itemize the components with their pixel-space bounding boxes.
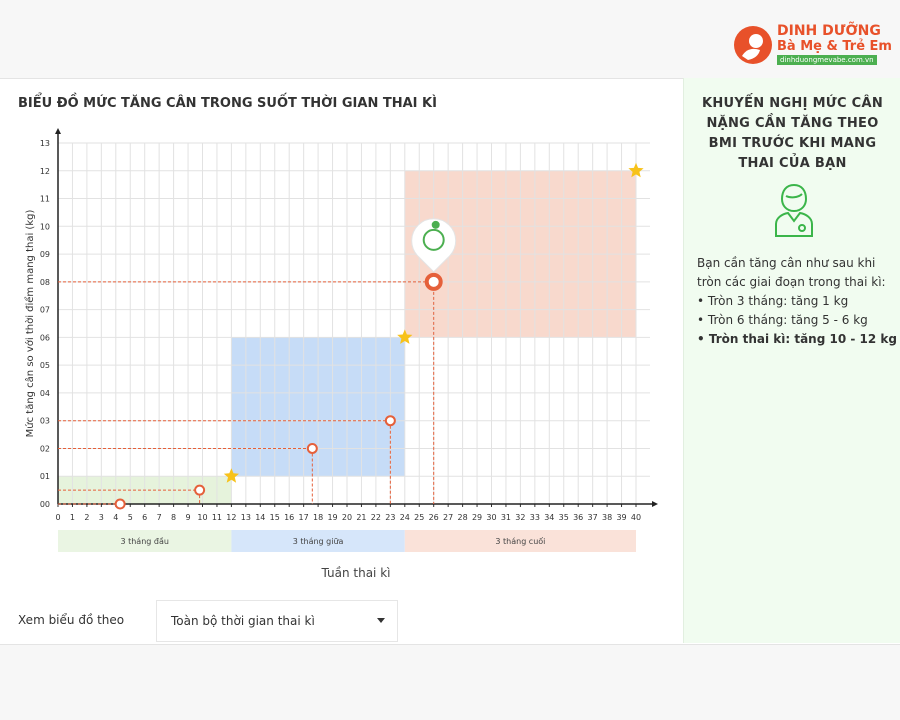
x-axis-label: Tuần thai kì [321,566,391,580]
y-tick-label: 08 [40,278,50,287]
x-tick-label: 28 [458,513,468,522]
sidebar-text: Bạn cần tăng cân như sau khi tròn các gi… [697,254,897,349]
point [306,442,318,454]
x-tick-label: 4 [113,513,118,522]
stage-label: 3 tháng giữa [293,537,344,546]
x-tick-label: 31 [501,513,511,522]
sidebar-item: • Tròn 6 tháng: tăng 5 - 6 kg [697,313,868,327]
x-tick-label: 14 [255,513,265,522]
sidebar-item: • Tròn thai kì: tăng 10 - 12 kg [697,332,897,346]
logo-url: dinhduongmevabe.com.vn [777,55,877,65]
x-tick-label: 29 [472,513,482,522]
milestone-star [628,162,644,178]
pin-bubble [411,218,457,273]
logo-subtitle: Bà Mẹ & Trẻ Em [777,39,892,54]
doctor-icon [775,183,813,237]
control-label: Xem biểu đồ theo [18,613,125,627]
y-tick-label: 03 [40,417,50,426]
logo: DINH DƯỠNG Bà Mẹ & Trẻ Em dinhduongmevab… [732,22,892,68]
x-tick-label: 0 [55,513,60,522]
y-tick-label: 01 [40,472,50,481]
y-tick-label: 02 [40,444,50,453]
x-tick-label: 3 [99,513,104,522]
y-tick-label: 00 [40,500,50,509]
x-tick-label: 1 [70,513,75,522]
x-tick-label: 27 [443,513,453,522]
y-tick-label: 09 [40,250,50,259]
point [114,498,126,510]
point [384,415,396,427]
sidebar: KHUYẾN NGHỊ MỨC CÂN NẶNG CẦN TĂNG THEO B… [683,78,900,643]
sidebar-title: KHUYẾN NGHỊ MỨC CÂN NẶNG CẦN TĂNG THEO B… [701,96,884,171]
x-tick-label: 36 [573,513,583,522]
x-tick-label: 21 [356,513,366,522]
milestone-star [223,468,239,483]
x-tick-label: 13 [241,513,251,522]
y-tick-label: 07 [40,306,50,315]
pin-icon [431,220,440,229]
x-tick-label: 19 [327,513,337,522]
pin-icon [422,228,445,251]
stage-band [231,530,405,552]
x-tick-label: 2 [84,513,89,522]
y-tick-label: 04 [40,389,50,398]
y-axis-arrow [55,128,61,134]
select-value: Toàn bộ thời gian thai kì [171,614,315,628]
x-tick-label: 20 [342,513,352,522]
sidebar-item: • Tròn 3 tháng: tăng 1 kg [697,294,849,308]
x-tick-label: 7 [157,513,162,522]
current-point [424,272,443,291]
x-tick-label: 15 [270,513,280,522]
logo-icon [734,26,772,64]
y-tick-label: 13 [40,139,50,148]
stage-band [404,530,636,552]
x-tick-label: 40 [631,513,641,522]
x-tick-label: 38 [602,513,612,522]
x-tick-label: 26 [429,513,439,522]
x-tick-label: 34 [544,513,554,522]
x-tick-label: 17 [299,513,309,522]
sidebar-intro: Bạn cần tăng cân như sau khi tròn các gi… [697,256,886,289]
y-tick-label: 11 [40,195,50,204]
stage-label: 3 tháng đầu [120,536,168,546]
x-tick-label: 11 [212,513,222,522]
x-tick-label: 24 [400,513,410,522]
period-select[interactable]: Toàn bộ thời gian thai kì [156,600,398,642]
y-tick-label: 05 [40,361,50,370]
stage-band [58,530,232,552]
x-tick-label: 18 [313,513,323,522]
x-tick-label: 16 [284,513,294,522]
x-tick-label: 6 [142,513,147,522]
y-tick-label: 06 [40,333,50,342]
x-tick-label: 39 [616,513,626,522]
x-tick-label: 10 [197,513,207,522]
point [194,484,206,496]
x-tick-label: 33 [530,513,540,522]
x-tick-label: 8 [171,513,176,522]
x-tick-label: 9 [186,513,191,522]
x-tick-label: 23 [385,513,395,522]
chart-title: BIỂU ĐỒ MỨC TĂNG CÂN TRONG SUỐT THỜI GIA… [18,96,437,111]
x-tick-label: 32 [515,513,525,522]
x-tick-label: 5 [128,513,133,522]
y-tick-label: 12 [40,167,50,176]
x-tick-label: 12 [226,513,236,522]
x-tick-label: 37 [588,513,598,522]
milestone-star [397,329,413,344]
x-axis-arrow [652,501,658,507]
x-tick-label: 35 [559,513,569,522]
stage-label: 3 tháng cuối [495,536,545,546]
x-tick-label: 30 [486,513,496,522]
y-tick-label: 10 [40,222,50,231]
y-axis-label: Mức tăng cân so với thời điểm mang thai … [23,210,36,438]
x-tick-label: 22 [371,513,381,522]
logo-title: DINH DƯỠNG [777,23,881,39]
x-tick-label: 25 [414,513,424,522]
dropdown-arrow [377,618,385,623]
